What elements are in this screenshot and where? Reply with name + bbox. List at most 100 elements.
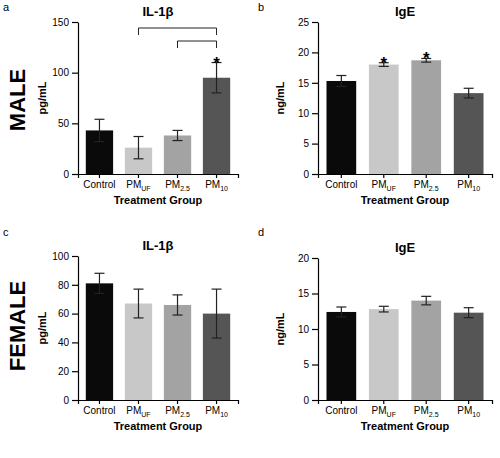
tick-mark (216, 174, 217, 178)
tick: 10 (298, 324, 318, 335)
tick-label: 50 (58, 118, 70, 129)
tick-mark (72, 123, 78, 124)
bar (369, 309, 399, 400)
tick-mark (72, 371, 78, 372)
tick: 15 (298, 288, 318, 299)
tick: 100 (52, 67, 78, 78)
tick-label: Control (325, 405, 357, 416)
tick: 0 (63, 169, 78, 180)
tick-label: PM2.5 (414, 179, 439, 191)
tick-mark (72, 400, 78, 401)
tick: 80 (58, 280, 78, 291)
error-cap (133, 317, 143, 318)
bar (164, 135, 191, 174)
row-label: MALE (5, 69, 30, 131)
error-bar (177, 130, 178, 140)
y-axis: 020406080100 (52, 251, 78, 406)
error-cap (336, 86, 346, 87)
tick-label: 100 (52, 67, 69, 78)
tick-label: PM10 (457, 405, 480, 417)
tick-mark (383, 174, 384, 178)
error-cap (94, 293, 104, 294)
error-cap (421, 296, 431, 297)
tick-label: 0 (303, 395, 309, 406)
error-bar (426, 296, 427, 305)
x-axis-title: Treatment Group (114, 194, 203, 206)
tick-label: Control (83, 179, 115, 190)
tick: Control (83, 400, 115, 416)
significance-bracket (138, 28, 216, 35)
tick-mark (312, 400, 318, 401)
axis-line (319, 401, 493, 405)
tick-label: PM2.5 (414, 405, 439, 417)
x-axis: ControlPMUFPM2.5PM10 (79, 400, 239, 418)
tick-label: 10 (298, 324, 310, 335)
error-cap (464, 88, 474, 89)
tick-mark (341, 400, 342, 404)
tick-mark (312, 329, 318, 330)
panel: dIgEng/mLTreatment Group05101520ControlP… (258, 226, 493, 432)
x-axis-title: Treatment Group (361, 194, 450, 206)
tick-label: 80 (58, 280, 70, 291)
tick: 10 (298, 108, 318, 119)
tick: PMUF (372, 400, 396, 418)
tick-mark (312, 364, 318, 365)
tick-label: 60 (58, 308, 70, 319)
tick: 0 (303, 395, 318, 406)
error-bar (99, 273, 100, 293)
axis-line (78, 257, 79, 401)
error-bar (341, 307, 342, 317)
tick-label: 0 (63, 395, 69, 406)
tick-mark (383, 400, 384, 404)
error-cap (212, 92, 222, 93)
tick-mark (72, 73, 78, 74)
tick: PM10 (457, 174, 480, 192)
tick-label: 20 (298, 47, 310, 58)
y-axis-title: pg/mL (36, 311, 48, 344)
error-cap (212, 337, 222, 338)
tick-mark (312, 258, 318, 259)
tick-label: Control (325, 179, 357, 190)
chart-title: IgE (395, 4, 416, 19)
error-cap (421, 304, 431, 305)
y-axis: 05101520 (298, 253, 319, 406)
panel: cIL-1βpg/mLTreatment Group020406080100Co… (3, 226, 239, 432)
x-axis: ControlPMUFPM2.5PM10 (79, 174, 239, 192)
tick: PM2.5 (414, 174, 439, 192)
bar (411, 301, 441, 400)
bar (326, 312, 356, 400)
error-bar (341, 76, 342, 87)
error-bar (138, 289, 139, 318)
tick: PM2.5 (165, 400, 190, 418)
tick-label: PM10 (205, 405, 228, 417)
axis-line (318, 23, 319, 175)
tick-label: 25 (298, 17, 310, 28)
tick: PM10 (457, 400, 480, 418)
tick-mark (72, 314, 78, 315)
tick-mark (312, 293, 318, 294)
figure: MALE FEMALE a IL-1β pg/mL Treatment Group 0 50 1… (0, 0, 500, 458)
tick-label: 20 (58, 366, 70, 377)
tick-mark (177, 174, 178, 178)
bar (125, 304, 152, 400)
plot-area (326, 296, 483, 400)
tick-mark (468, 400, 469, 404)
error-bar (468, 88, 469, 98)
tick-mark (72, 256, 78, 257)
tick-mark (341, 174, 342, 178)
tick: PM2.5 (165, 174, 190, 192)
error-cap (464, 97, 474, 98)
tick-mark (312, 52, 318, 53)
tick-label: PM2.5 (165, 405, 190, 417)
chart-title: IL-1β (142, 4, 173, 19)
tick-label: 100 (52, 251, 69, 262)
error-cap (464, 317, 474, 318)
tick: PMUF (126, 174, 150, 192)
tick-label: 20 (298, 253, 310, 264)
tick: 20 (58, 366, 78, 377)
panel-label: d (258, 226, 264, 238)
panel-label: a (3, 1, 10, 13)
error-bar (468, 308, 469, 318)
row-label: FEMALE (5, 281, 30, 371)
bar (86, 283, 113, 400)
